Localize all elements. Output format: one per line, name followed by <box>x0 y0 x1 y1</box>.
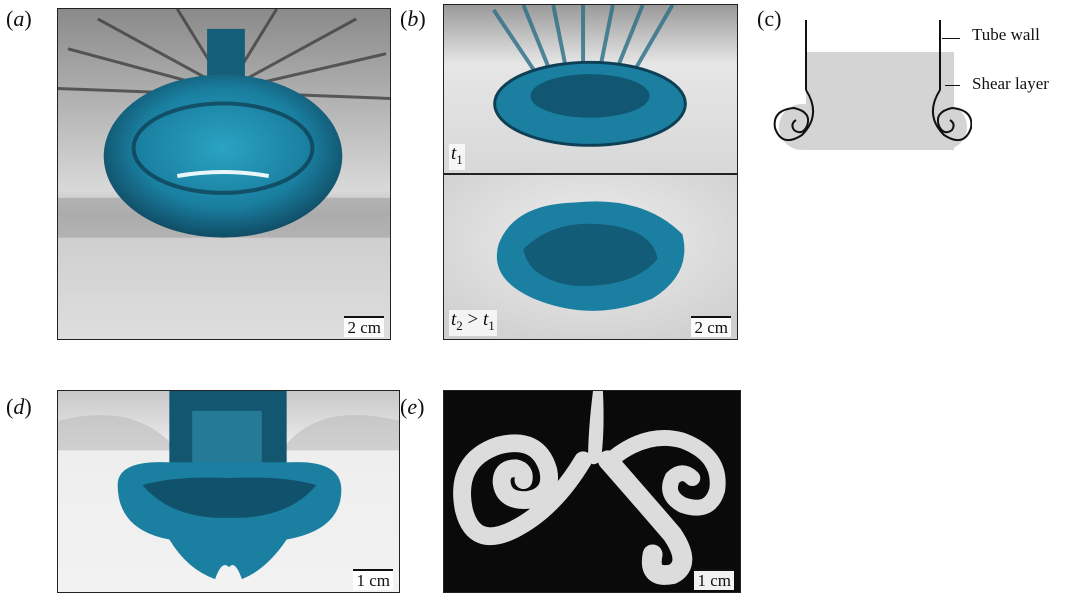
scale-bar-b: 2 cm <box>691 316 731 337</box>
panel-b-label: (b) <box>400 6 426 31</box>
tube-wall-label: Tube wall <box>972 25 1040 44</box>
panel-d-label: (d) <box>6 394 32 419</box>
panel-d-photo: 1 cm <box>57 390 400 593</box>
scale-bar-e: 1 cm <box>694 569 734 590</box>
vortex-ring-photo-a <box>58 9 390 339</box>
panel-e-label: (e) <box>400 394 425 419</box>
vortex-ring-photo-e <box>444 391 740 592</box>
panel-b-top-photo: t1 <box>443 4 738 174</box>
shear-layer-label: Shear layer <box>972 74 1049 93</box>
panel-a-label: (a) <box>6 6 32 31</box>
time-label-t2-gt-t1: t2 > t1 <box>449 310 497 336</box>
shear-layer-diagram <box>773 20 973 150</box>
shear-layer-leader-line <box>945 85 960 86</box>
panel-a-photo: 2 cm <box>57 8 391 340</box>
scale-bar-a: 2 cm <box>344 316 384 337</box>
panel-c-label: (c) <box>757 6 782 31</box>
tube-wall-leader-line <box>942 38 960 39</box>
panel-e-photo: 1 cm <box>443 390 741 593</box>
panel-c-schematic: Tube wall Shear layer <box>772 20 1049 150</box>
scale-bar-d: 1 cm <box>353 569 393 590</box>
panel-b-bottom-photo: t2 > t1 2 cm <box>443 174 738 340</box>
vortex-ring-photo-b1 <box>444 5 737 173</box>
time-label-t1: t1 <box>449 144 465 170</box>
vortex-ring-photo-d <box>58 391 399 592</box>
